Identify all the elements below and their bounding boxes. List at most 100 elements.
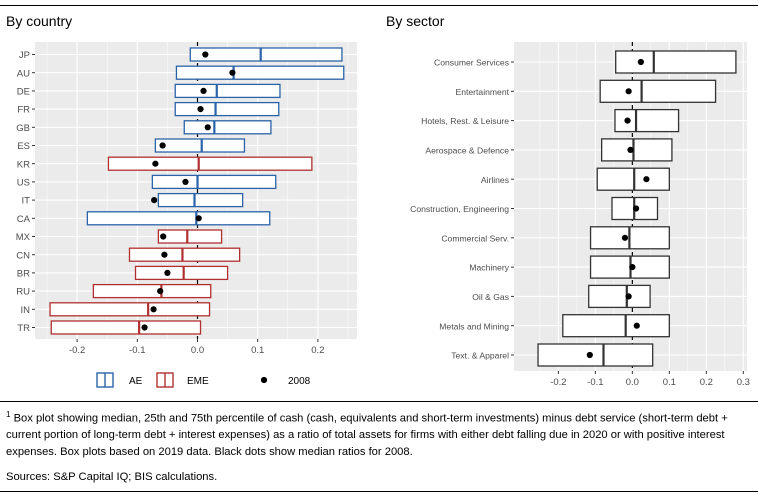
- x-tick-label: -0.1: [587, 377, 603, 388]
- y-tick-label-us: US: [17, 178, 30, 189]
- y-tick-label-machinery: Machinery: [469, 263, 509, 273]
- y-tick-label-mx: MX: [16, 232, 31, 243]
- box-ca: [86, 211, 271, 226]
- y-tick-label-fr: FR: [17, 105, 30, 116]
- y-tick-label-es: ES: [17, 141, 30, 152]
- middle-rule: [0, 401, 758, 402]
- y-tick-label-aerospace-defence: Aerospace & Defence: [425, 146, 509, 156]
- box-mx: [157, 229, 223, 244]
- dot-2008-text-apparel: [586, 351, 593, 359]
- footnote-marker: 1: [6, 410, 11, 419]
- x-tick-label: 0.0: [626, 377, 639, 388]
- y-tick-label-construction-engineering: Construction, Engineering: [410, 204, 509, 214]
- x-tick-label: 0.1: [251, 345, 264, 356]
- dot-2008-tr: [141, 324, 148, 331]
- dot-2008-oil-gas: [625, 293, 632, 300]
- dot-2008-in: [150, 306, 157, 313]
- bottom-rule: [0, 491, 758, 492]
- dot-2008-it: [151, 197, 158, 204]
- y-tick-label-in: IN: [21, 305, 31, 316]
- box-hotels-rest-leisure: [614, 108, 680, 133]
- y-tick-label-cn: CN: [16, 250, 30, 261]
- y-tick-label-de: DE: [17, 87, 30, 98]
- y-tick-label-oil-gas: Oil & Gas: [472, 292, 509, 302]
- right-panel-title: By sector: [386, 13, 445, 29]
- box-entertainment: [599, 79, 717, 103]
- dot-2008-gb: [204, 124, 211, 131]
- y-tick-label-ca: CA: [17, 214, 31, 225]
- x-tick-label: 0.2: [700, 377, 713, 388]
- box-oil-gas: [588, 284, 651, 309]
- box-in: [49, 302, 211, 317]
- dot-2008-fr: [197, 106, 204, 113]
- dot-2008-mx: [160, 233, 167, 240]
- x-tick-label: 0.0: [191, 345, 204, 356]
- box-us: [151, 174, 277, 190]
- box-gb: [183, 120, 272, 135]
- legend-eme-label: EME: [187, 376, 209, 387]
- y-tick-label-consumer-services: Consumer Services: [434, 58, 509, 68]
- y-tick-label-text-apparel: Text. & Apparel: [451, 351, 509, 361]
- country-boxplot-chart: JP AU DE FR GB ES KR US IT CA MX CN BR RU IN TR -0.2 -0.1…: [16, 42, 750, 388]
- y-tick-label-hotels-rest-leisure: Hotels, Rest. & Leisure: [421, 116, 509, 126]
- dot-2008-jp: [202, 51, 209, 58]
- x-tick-label: -0.1: [129, 345, 145, 356]
- box-au: [175, 65, 345, 80]
- dot-2008-metals-and-mining: [633, 322, 640, 329]
- footnote: 1 Box plot showing median, 25th and 75th…: [6, 407, 754, 460]
- y-tick-label-gb: GB: [16, 123, 30, 134]
- box-consumer-services: [615, 50, 737, 74]
- box-jp: [189, 47, 343, 62]
- box-cn: [128, 247, 241, 262]
- box-kr: [107, 156, 313, 171]
- dot-2008-ru: [157, 288, 164, 295]
- dot-2008-us: [182, 178, 189, 185]
- dot-2008-br: [164, 269, 171, 276]
- x-tick-label: 0.3: [737, 377, 750, 388]
- box-de: [174, 83, 281, 99]
- footnote-text: Box plot showing median, 25th and 75th p…: [6, 412, 728, 458]
- box-it: [157, 192, 244, 208]
- box-tr: [50, 320, 202, 335]
- y-tick-label-entertainment: Entertainment: [455, 87, 509, 97]
- y-tick-label-airlines: Airlines: [481, 175, 509, 185]
- top-rule: [0, 5, 758, 6]
- panel-country: JP AU DE FR GB ES KR US IT CA MX CN BR RU IN TR -0.2 -0.1…: [16, 42, 357, 356]
- dot-2008-entertainment: [625, 88, 632, 95]
- y-tick-label-ru: RU: [16, 287, 30, 298]
- box-br: [134, 265, 229, 281]
- x-tick-label: -0.2: [550, 377, 566, 388]
- dot-2008-construction-engineering: [632, 205, 640, 212]
- legend-2008-label: 2008: [288, 376, 311, 387]
- dot-2008-airlines: [643, 176, 650, 183]
- dot-2008-hotels-rest-leisure: [624, 117, 631, 124]
- box-text-apparel: [537, 343, 654, 367]
- box-fr: [174, 101, 280, 117]
- y-tick-label-br: BR: [17, 269, 30, 280]
- panel-sector: Consumer Services Entertainment Hotels, Re…: [410, 42, 750, 388]
- x-tick-label: 0.2: [311, 345, 324, 356]
- sources-line: Sources: S&P Capital IQ; BIS calculation…: [6, 471, 218, 483]
- y-tick-label-commercial-serv: Commercial Serv.: [441, 233, 509, 243]
- y-tick-label-kr: KR: [17, 159, 30, 170]
- y-tick-label-tr: TR: [17, 323, 30, 334]
- dot-2008-ca: [195, 215, 202, 222]
- y-tick-label-jp: JP: [19, 50, 30, 61]
- box-ru: [92, 283, 212, 299]
- box-metals-and-mining: [562, 314, 670, 338]
- x-tick-label: 0.1: [663, 377, 676, 388]
- y-tick-label-metals-and-mining: Metals and Mining: [439, 321, 509, 331]
- dot-2008-commercial-serv: [621, 234, 629, 241]
- legend: AE EME 2008: [96, 372, 311, 388]
- left-panel-title: By country: [6, 13, 73, 29]
- dot-2008-machinery: [629, 264, 636, 271]
- dot-2008-consumer-services: [637, 58, 644, 66]
- y-tick-label-au: AU: [17, 68, 30, 79]
- dot-2008-au: [229, 69, 236, 76]
- dot-2008-cn: [161, 251, 168, 258]
- dot-2008-de: [200, 87, 207, 94]
- box-es: [154, 138, 246, 153]
- box-aerospace-defence: [601, 138, 673, 162]
- legend-2008-key: [260, 376, 268, 384]
- x-tick-label: -0.2: [69, 345, 85, 356]
